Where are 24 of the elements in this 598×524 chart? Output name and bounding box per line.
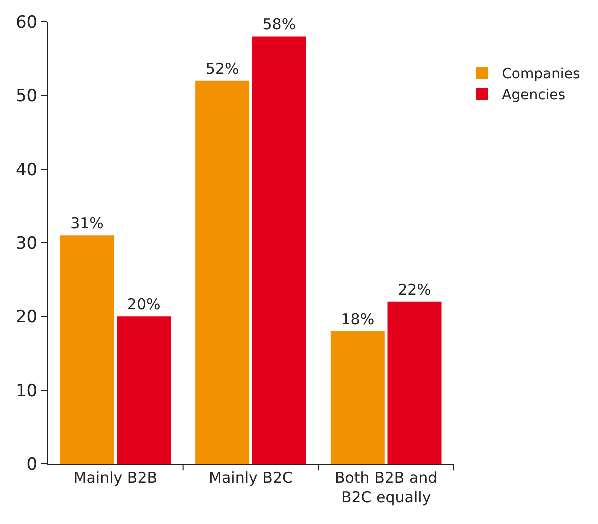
x-tick-label: Mainly B2B (74, 469, 158, 487)
x-tick-label: Mainly B2C (209, 469, 293, 487)
data-label: 22% (398, 280, 432, 299)
bar (60, 236, 114, 464)
data-label: 18% (341, 310, 375, 328)
y-tick-label: 0 (26, 454, 38, 475)
bar (196, 80, 250, 464)
y-tick-label: 50 (16, 86, 38, 107)
bar (330, 331, 385, 464)
data-label: 20% (127, 296, 161, 314)
legend-label: Companies (502, 66, 580, 82)
y-tick-label: 20 (16, 308, 38, 328)
y-tick-label: 30 (16, 234, 38, 254)
data-label: 31% (70, 214, 104, 233)
y-tick-label: 40 (16, 160, 38, 180)
bar (117, 316, 172, 464)
y-tick-label: 10 (16, 381, 38, 402)
x-tick-label: Both B2B and B2C equally (334, 469, 438, 506)
y-tick-label: 60 (16, 12, 38, 33)
bar (252, 36, 306, 464)
data-label: 58% (262, 16, 296, 34)
data-label: 52% (206, 60, 240, 78)
legend-label: Agencies (502, 88, 566, 104)
bar (388, 302, 442, 464)
